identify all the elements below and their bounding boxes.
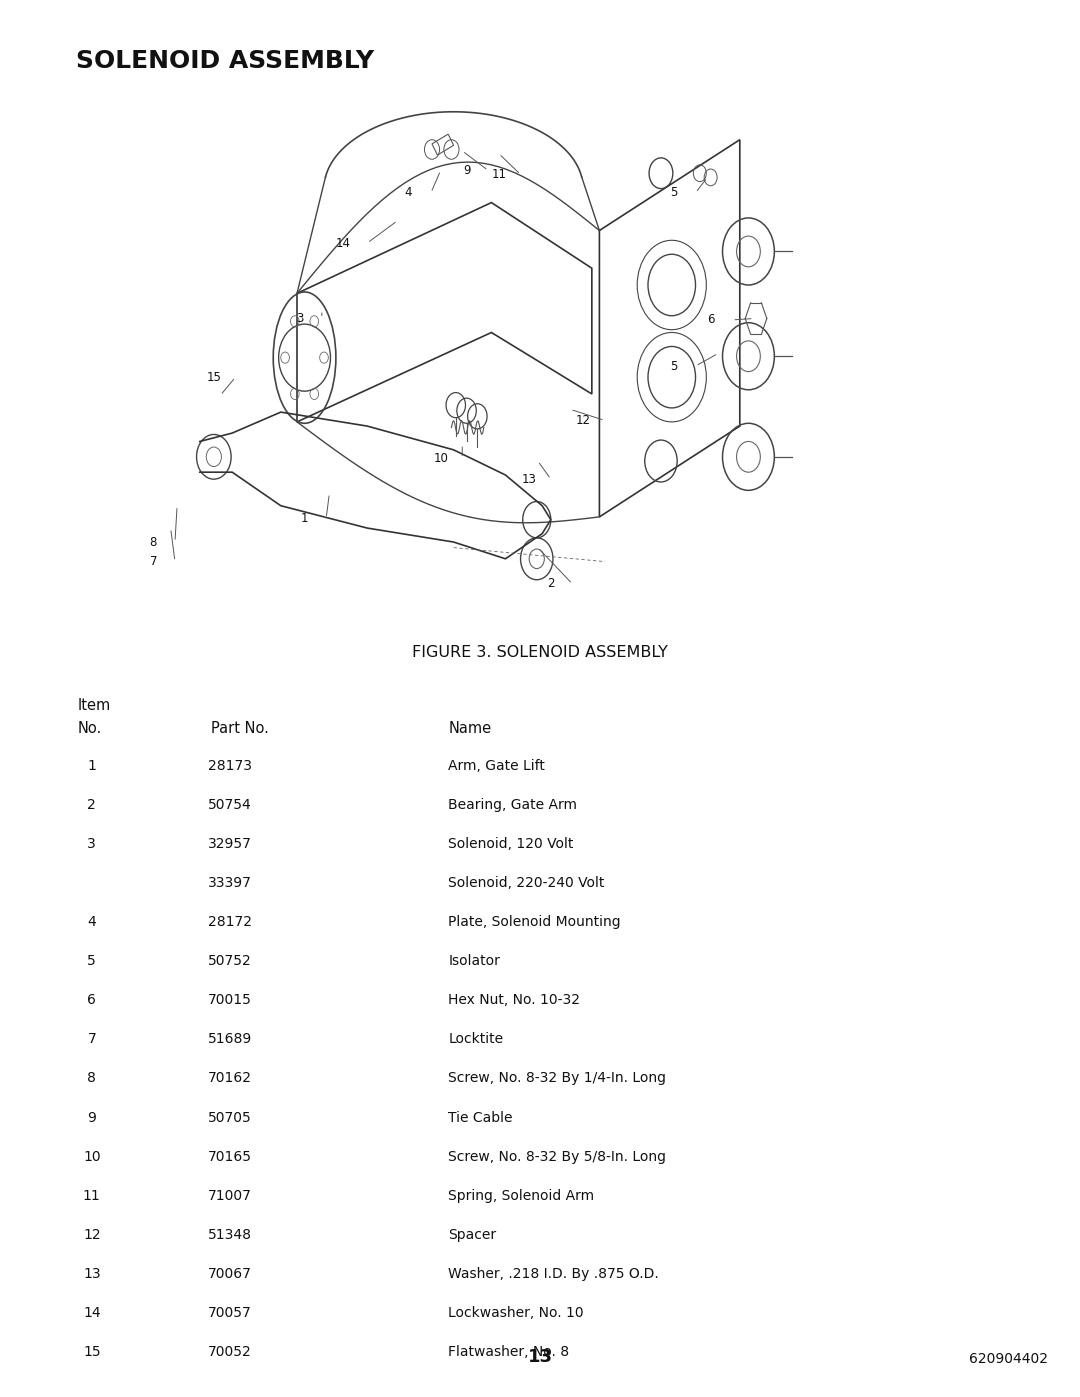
Text: 4: 4: [87, 915, 96, 929]
Text: Flatwasher, No. 8: Flatwasher, No. 8: [448, 1345, 569, 1359]
Text: 33397: 33397: [208, 876, 252, 890]
Text: 5: 5: [87, 954, 96, 968]
Text: 6: 6: [87, 993, 96, 1007]
Text: Bearing, Gate Arm: Bearing, Gate Arm: [448, 798, 577, 812]
Text: FIGURE 3. SOLENOID ASSEMBLY: FIGURE 3. SOLENOID ASSEMBLY: [413, 645, 667, 661]
Text: 5: 5: [671, 186, 677, 200]
Text: 70165: 70165: [208, 1150, 252, 1164]
Text: Washer, .218 I.D. By .875 O.D.: Washer, .218 I.D. By .875 O.D.: [448, 1267, 659, 1281]
Text: 51689: 51689: [208, 1032, 252, 1046]
Text: SOLENOID ASSEMBLY: SOLENOID ASSEMBLY: [76, 49, 374, 73]
Text: 12: 12: [576, 414, 591, 427]
Text: Arm, Gate Lift: Arm, Gate Lift: [448, 759, 545, 773]
Text: 15: 15: [83, 1345, 100, 1359]
Text: Hex Nut, No. 10-32: Hex Nut, No. 10-32: [448, 993, 580, 1007]
Text: Tie Cable: Tie Cable: [448, 1111, 513, 1125]
Text: Screw, No. 8-32 By 5/8-In. Long: Screw, No. 8-32 By 5/8-In. Long: [448, 1150, 666, 1164]
Text: 32957: 32957: [208, 837, 252, 851]
Text: Screw, No. 8-32 By 1/4-In. Long: Screw, No. 8-32 By 1/4-In. Long: [448, 1071, 666, 1085]
Text: 3: 3: [87, 837, 96, 851]
Text: Solenoid, 120 Volt: Solenoid, 120 Volt: [448, 837, 573, 851]
Text: 5: 5: [671, 359, 677, 373]
Text: 9: 9: [463, 163, 470, 177]
Text: 28173: 28173: [208, 759, 252, 773]
Text: 620904402: 620904402: [969, 1352, 1048, 1366]
Text: 3: 3: [297, 312, 303, 326]
Text: Spacer: Spacer: [448, 1228, 497, 1242]
Text: 71007: 71007: [208, 1189, 252, 1203]
Text: 50752: 50752: [208, 954, 252, 968]
Text: Solenoid, 220-240 Volt: Solenoid, 220-240 Volt: [448, 876, 605, 890]
Text: 1: 1: [87, 759, 96, 773]
Text: Lockwasher, No. 10: Lockwasher, No. 10: [448, 1306, 584, 1320]
Text: 12: 12: [83, 1228, 100, 1242]
Text: Item: Item: [78, 698, 111, 714]
Text: Name: Name: [448, 721, 491, 736]
Text: 8: 8: [87, 1071, 96, 1085]
Text: 4: 4: [405, 186, 411, 200]
Text: 11: 11: [83, 1189, 100, 1203]
Text: 14: 14: [83, 1306, 100, 1320]
Text: 2: 2: [548, 577, 554, 591]
Text: 10: 10: [83, 1150, 100, 1164]
Text: 70015: 70015: [208, 993, 252, 1007]
Text: 7: 7: [87, 1032, 96, 1046]
Text: 70052: 70052: [208, 1345, 252, 1359]
Text: 15: 15: [206, 370, 221, 384]
Text: 1: 1: [301, 511, 308, 525]
Text: 13: 13: [522, 472, 537, 486]
Text: Part No.: Part No.: [211, 721, 269, 736]
Text: 28172: 28172: [208, 915, 252, 929]
Text: 70162: 70162: [208, 1071, 252, 1085]
Text: 70067: 70067: [208, 1267, 252, 1281]
Text: No.: No.: [78, 721, 102, 736]
Text: Spring, Solenoid Arm: Spring, Solenoid Arm: [448, 1189, 594, 1203]
Text: 8: 8: [150, 535, 157, 549]
Text: Plate, Solenoid Mounting: Plate, Solenoid Mounting: [448, 915, 621, 929]
Text: 51348: 51348: [208, 1228, 252, 1242]
Text: 50705: 50705: [208, 1111, 252, 1125]
Text: 6: 6: [707, 313, 714, 327]
Text: 11: 11: [491, 168, 507, 182]
Text: 2: 2: [87, 798, 96, 812]
Text: Isolator: Isolator: [448, 954, 500, 968]
Text: 7: 7: [150, 555, 157, 569]
Text: 50754: 50754: [208, 798, 252, 812]
Text: 13: 13: [83, 1267, 100, 1281]
Text: 14: 14: [336, 236, 351, 250]
Text: 9: 9: [87, 1111, 96, 1125]
Text: 70057: 70057: [208, 1306, 252, 1320]
Text: 13: 13: [527, 1348, 553, 1366]
Text: Locktite: Locktite: [448, 1032, 503, 1046]
Text: 10: 10: [433, 451, 448, 465]
